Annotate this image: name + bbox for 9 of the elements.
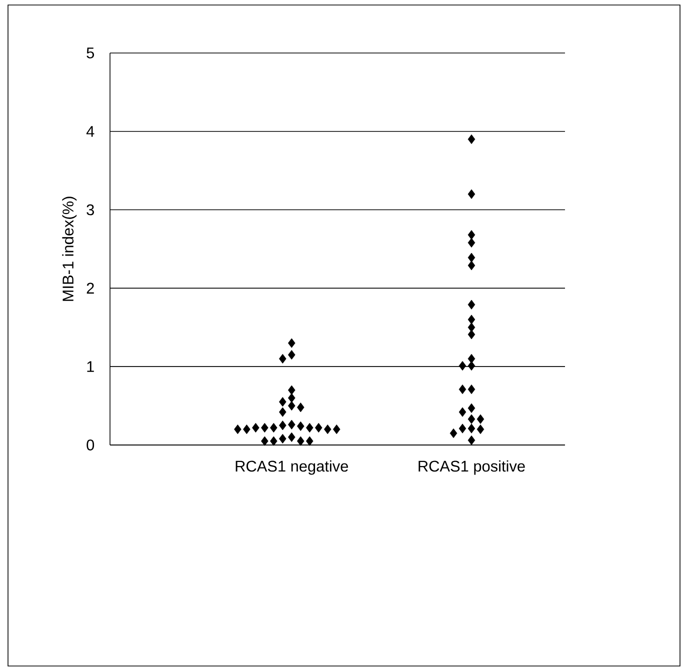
y-tick-label: 4: [86, 126, 94, 137]
y-tick-label: 5: [86, 48, 94, 58]
y-tick-label: 1: [87, 361, 94, 372]
y-tick-label: 0: [86, 440, 94, 450]
y-tick-label: 3: [86, 204, 94, 216]
y-axis-title: MIB-1 index(%): [62, 196, 77, 301]
x-tick-label: RCAS1 negative: [236, 460, 348, 475]
y-tick-label: 2: [86, 282, 94, 294]
x-tick-label: RCAS1 positive: [418, 460, 525, 475]
